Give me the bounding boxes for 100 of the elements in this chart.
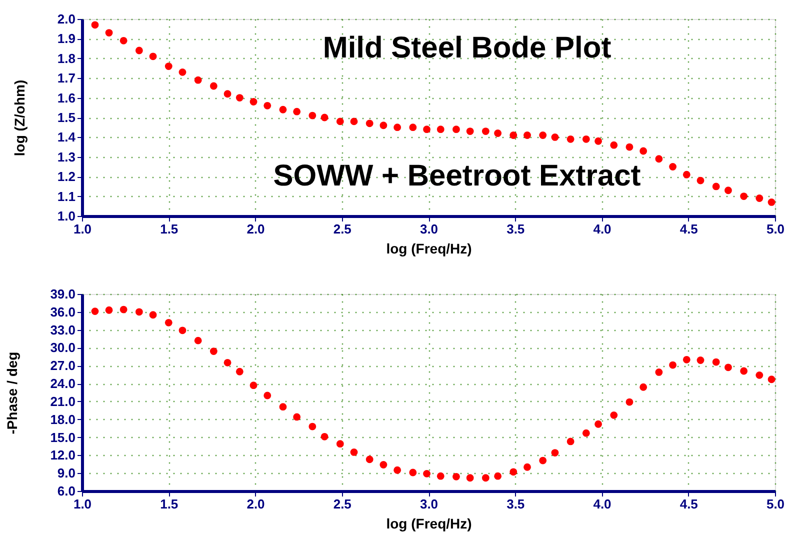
x-tick-label: 4.5: [680, 222, 698, 236]
point: [482, 128, 490, 135]
point: [539, 456, 547, 464]
x-tick-label: 3.5: [506, 496, 525, 512]
point: [210, 348, 218, 356]
point: [236, 94, 244, 102]
y-tick-label: 1.1: [57, 188, 76, 204]
point: [164, 318, 172, 326]
point: [336, 440, 344, 448]
y-tick-label: 1.7: [57, 70, 76, 86]
point: [120, 36, 128, 44]
point: [264, 102, 272, 110]
point: [320, 114, 328, 122]
x-tick-label: 2.5: [333, 222, 352, 236]
y-tick-label: 27.0: [50, 358, 76, 374]
point: [640, 147, 648, 155]
point: [594, 137, 602, 145]
point: [524, 132, 531, 139]
point: [409, 124, 417, 132]
x-tick-label: 1.5: [160, 496, 178, 512]
point: [279, 106, 287, 114]
y-tick-label: 12.0: [50, 448, 76, 463]
x-tick-label: 3.0: [420, 496, 438, 512]
point: [696, 176, 704, 184]
point: [120, 306, 128, 314]
x-tick-label: 5.0: [766, 222, 785, 236]
point: [394, 466, 402, 474]
point: [724, 186, 732, 194]
point: [551, 449, 559, 456]
point: [740, 367, 748, 375]
point: [105, 29, 113, 36]
point: [423, 126, 430, 134]
y-tick-label: 39.0: [50, 286, 76, 302]
point: [366, 456, 374, 464]
y-tick-label: 18.0: [50, 412, 76, 427]
point: [336, 118, 344, 126]
y-tick-label: 1.4: [57, 130, 76, 145]
point: [350, 448, 358, 456]
point: [539, 132, 547, 139]
point: [380, 122, 388, 130]
x-tick-label: 4.0: [593, 222, 612, 236]
point: [436, 472, 444, 480]
point: [669, 163, 676, 170]
point: [582, 429, 590, 437]
x-tick-label: 4.0: [593, 496, 612, 512]
point: [105, 306, 113, 314]
point: [366, 120, 374, 128]
x-tick-label: 2.0: [246, 496, 265, 512]
x-tick-label: 2.0: [246, 222, 265, 236]
point: [524, 463, 531, 471]
y-tick-label: 1.8: [57, 50, 76, 66]
point: [194, 76, 202, 84]
y-tick-label: 9.0: [57, 466, 76, 481]
x-tick-label: 1.5: [160, 222, 178, 236]
x-tick-label: 3.0: [420, 222, 438, 236]
point: [236, 368, 244, 376]
point: [409, 468, 417, 476]
x-tick-label: 5.0: [766, 496, 785, 512]
point: [164, 62, 172, 70]
point: [224, 90, 232, 98]
point: [149, 52, 157, 60]
point: [224, 358, 232, 366]
y-axis-title: log (Z/ohm): [11, 80, 28, 156]
point: [724, 364, 732, 372]
point: [452, 472, 460, 480]
point: [610, 411, 618, 419]
point: [640, 383, 648, 391]
point: [610, 141, 618, 149]
point: [582, 135, 590, 143]
y-tick-label: 1.2: [57, 169, 76, 184]
point: [135, 308, 143, 316]
point: [768, 376, 776, 384]
point: [178, 326, 186, 334]
y-tick-label: 21.0: [50, 394, 76, 409]
point: [436, 126, 444, 134]
y-tick-label: 1.9: [57, 31, 76, 46]
point: [452, 126, 460, 134]
point: [250, 382, 258, 390]
point: [756, 194, 764, 202]
y-tick-label: 33.0: [50, 322, 76, 338]
point: [566, 135, 574, 143]
point: [626, 143, 634, 151]
y-tick-label: 2.0: [57, 12, 76, 26]
point: [510, 132, 518, 139]
x-tick-label: 2.5: [333, 496, 352, 512]
point: [756, 371, 764, 379]
x-tick-label: 1.0: [73, 496, 92, 512]
point: [466, 474, 474, 482]
point: [350, 118, 358, 126]
point: [293, 413, 301, 421]
point: [308, 112, 316, 120]
point: [466, 128, 474, 135]
annotation: SOWW + Beetroot Extract: [273, 160, 641, 193]
y-tick-label: 1.0: [57, 208, 76, 224]
point: [594, 420, 602, 428]
y-tick-label: 1.6: [57, 90, 76, 106]
point: [293, 108, 301, 116]
point: [250, 98, 258, 106]
y-axis-title: -Phase / deg: [4, 352, 20, 434]
y-tick-label: 1.5: [57, 110, 76, 125]
